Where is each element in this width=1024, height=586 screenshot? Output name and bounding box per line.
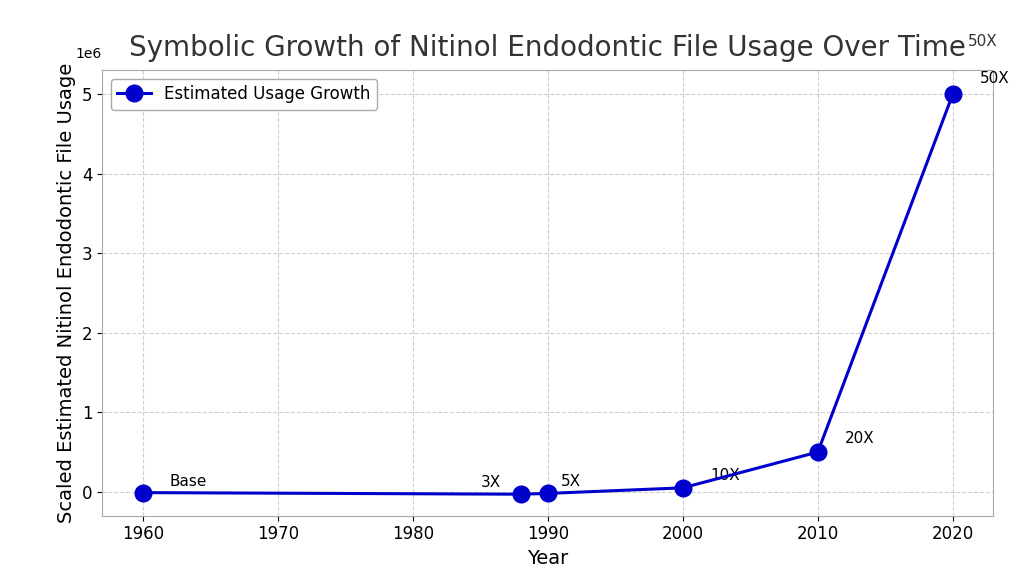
Y-axis label: Scaled Estimated Nitinol Endodontic File Usage: Scaled Estimated Nitinol Endodontic File… <box>57 63 77 523</box>
Text: 50X: 50X <box>969 35 998 49</box>
Estimated Usage Growth <box>677 484 689 491</box>
Legend: Estimated Usage Growth: Estimated Usage Growth <box>111 79 377 110</box>
Text: 20X: 20X <box>845 431 874 446</box>
Text: 50X: 50X <box>980 71 1010 86</box>
X-axis label: Year: Year <box>527 549 568 568</box>
Estimated Usage Growth <box>812 448 824 455</box>
Estimated Usage Growth <box>137 489 150 496</box>
Title: Symbolic Growth of Nitinol Endodontic File Usage Over Time: Symbolic Growth of Nitinol Endodontic Fi… <box>129 35 967 63</box>
Estimated Usage Growth <box>946 91 958 98</box>
Text: 5X: 5X <box>561 475 582 489</box>
Estimated Usage Growth <box>542 490 554 497</box>
Text: 3X: 3X <box>480 475 501 490</box>
Estimated Usage Growth <box>515 490 527 498</box>
Text: 1e6: 1e6 <box>75 47 101 62</box>
Text: Base: Base <box>170 473 207 489</box>
Text: 10X: 10X <box>710 468 739 483</box>
Line: Estimated Usage Growth: Estimated Usage Growth <box>134 86 962 503</box>
